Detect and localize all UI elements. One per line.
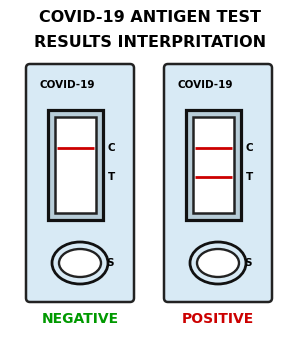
Text: S: S xyxy=(244,258,251,268)
Bar xyxy=(186,110,241,220)
Text: S: S xyxy=(106,258,113,268)
Bar xyxy=(48,110,103,220)
FancyBboxPatch shape xyxy=(164,64,272,302)
Bar xyxy=(55,117,96,213)
Text: T: T xyxy=(246,172,253,182)
Text: POSITIVE: POSITIVE xyxy=(182,312,254,326)
Text: T: T xyxy=(108,172,115,182)
Ellipse shape xyxy=(197,249,239,277)
Text: COVID-19: COVID-19 xyxy=(178,80,233,90)
Text: C: C xyxy=(246,143,253,153)
Text: C: C xyxy=(108,143,116,153)
Text: NEGATIVE: NEGATIVE xyxy=(41,312,119,326)
Text: COVID-19: COVID-19 xyxy=(40,80,95,90)
FancyBboxPatch shape xyxy=(26,64,134,302)
Ellipse shape xyxy=(59,249,101,277)
Text: RESULTS INTERPRITATION: RESULTS INTERPRITATION xyxy=(34,35,266,50)
Text: COVID-19 ANTIGEN TEST: COVID-19 ANTIGEN TEST xyxy=(39,10,261,25)
Ellipse shape xyxy=(52,242,108,284)
Ellipse shape xyxy=(190,242,246,284)
Bar xyxy=(193,117,234,213)
